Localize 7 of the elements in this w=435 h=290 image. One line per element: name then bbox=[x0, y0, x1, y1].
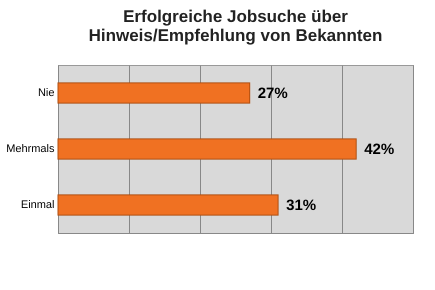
y-tick-label: Einmal bbox=[20, 199, 54, 211]
data-label: 42% bbox=[364, 141, 394, 158]
data-label: 31% bbox=[286, 197, 316, 214]
y-tick-label: Mehrmals bbox=[6, 143, 55, 155]
chart-title: Erfolgreiche Jobsuche über Hinweis/Empfehlung von Bekannten bbox=[88, 7, 382, 45]
y-tick-label: Nie bbox=[38, 87, 54, 99]
data-label: 27% bbox=[258, 85, 288, 102]
